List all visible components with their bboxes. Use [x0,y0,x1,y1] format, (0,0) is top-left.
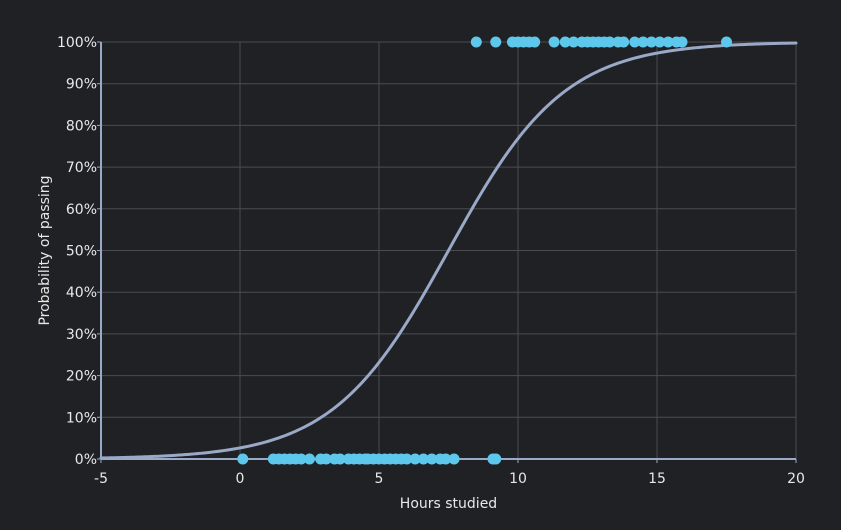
x-tick-label: 10 [509,471,527,487]
data-point-pass [568,36,580,48]
data-point-pass [529,36,541,48]
data-point-fail [448,453,460,465]
data-point-fail [417,453,429,465]
y-tick-label: 40% [66,285,97,301]
data-point-pass [618,36,630,48]
y-tick-label: 70% [66,160,97,176]
data-point-fail [320,453,332,465]
x-tick-label: 20 [787,471,805,487]
x-tick-label: -5 [94,471,108,487]
y-tick-labels: 0% 10% 20% 30% 40% 50% 60% 70% 80% 90% 100% [57,35,97,468]
data-point-fail [334,453,346,465]
x-tick-label: 15 [648,471,666,487]
data-point-fail [426,453,438,465]
logistic-curve [99,41,798,460]
y-axis-title: Probability of passing [37,175,53,325]
y-tick-label: 50% [66,244,97,260]
data-point-pass [654,36,666,48]
x-tick-label: 0 [236,471,245,487]
y-tick-label: 90% [66,77,97,93]
points-layer [237,36,732,465]
data-point-pass [548,36,560,48]
data-point-fail [401,453,413,465]
y-tick-label: 0% [75,452,97,468]
data-point-pass [559,36,571,48]
y-tick-label: 30% [66,327,97,343]
data-point-pass [676,36,688,48]
y-tick-label: 80% [66,118,97,134]
data-point-pass [629,36,641,48]
y-tick-label: 60% [66,202,97,218]
x-tick-label: 5 [375,471,384,487]
x-tick-labels: -5 0 5 10 15 20 [94,471,805,487]
data-point-pass [490,36,502,48]
data-point-fail [440,453,452,465]
data-point-fail [490,453,502,465]
data-point-pass [470,36,482,48]
curve-layer [99,41,798,460]
y-tick-label: 20% [66,369,97,385]
x-axis-title: Hours studied [400,496,497,512]
data-point-fail [237,453,249,465]
y-tick-label: 100% [57,35,97,51]
y-tick-label: 10% [66,410,97,426]
data-point-pass [721,36,732,48]
data-point-pass [645,36,657,48]
data-point-pass [662,36,674,48]
data-point-fail [304,453,315,465]
data-point-pass [604,36,616,48]
data-point-fail [295,453,307,465]
data-point-pass [637,36,649,48]
data-point-fail [409,453,421,465]
